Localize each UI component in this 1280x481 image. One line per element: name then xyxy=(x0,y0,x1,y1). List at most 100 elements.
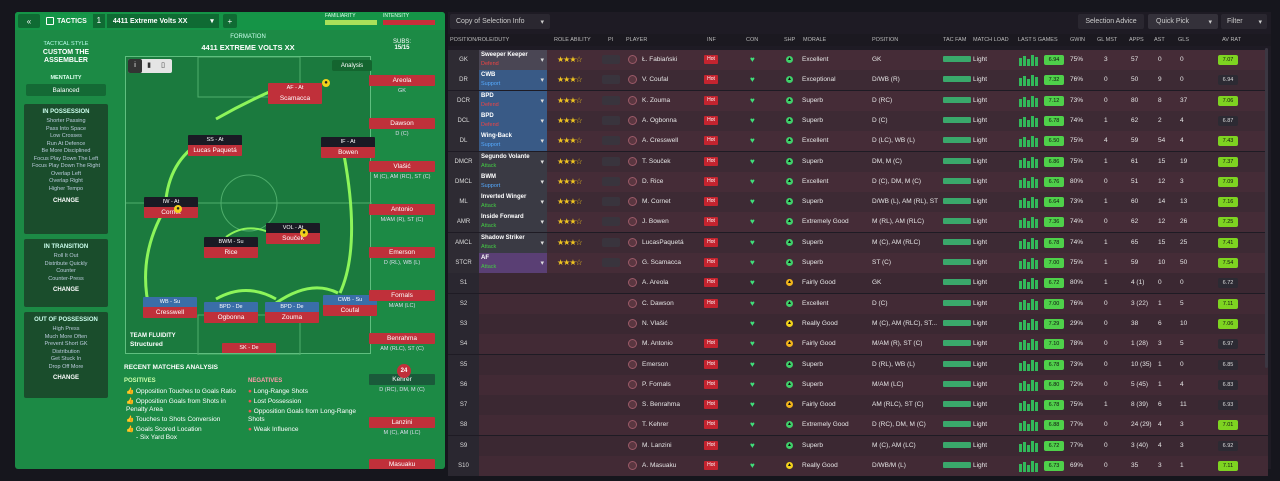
player-name[interactable]: K. Zouma xyxy=(642,96,671,104)
tactic-select[interactable]: 4411 Extreme Volts XX ▾ xyxy=(106,14,219,28)
filter-button[interactable]: Filter ▾ xyxy=(1221,14,1267,29)
player-card[interactable]: SS - At Lucas Paquetá xyxy=(188,135,242,157)
player-name[interactable]: N. Vlašić xyxy=(642,319,668,327)
role-duty-select[interactable]: BWM Support ▾ xyxy=(479,171,547,192)
sub-player[interactable]: Benrahma AM (RLC), ST (C) xyxy=(369,333,435,352)
player-card[interactable]: BWM - Su Rice xyxy=(204,237,258,259)
sub-player[interactable]: Areola GK xyxy=(369,75,435,94)
add-tactic-button[interactable]: + xyxy=(222,14,237,28)
table-row[interactable]: DL Wing-Back Support ▾ ★★★☆ A. Cresswell Hot ♥ ▲… xyxy=(448,131,1268,152)
column-header[interactable]: CON xyxy=(746,37,759,43)
role-duty-select[interactable]: Segundo Volante Attack ▾ xyxy=(479,151,547,172)
player-name[interactable]: G. Scamacca xyxy=(642,259,682,266)
player-name[interactable]: T. Souček xyxy=(642,157,671,165)
role-duty-select[interactable]: BPD Defend ▾ xyxy=(479,110,547,131)
column-header[interactable]: POSITION xyxy=(872,37,899,43)
view-select[interactable]: Copy of Selection Info ▾ xyxy=(450,14,550,29)
table-row[interactable]: DMCR Segundo Volante Attack ▾ ★★★☆ T. Souček H… xyxy=(448,151,1268,172)
change-in-possession-button[interactable]: CHANGE xyxy=(52,198,79,204)
player-card[interactable]: IW - At Cornet xyxy=(144,197,198,219)
player-name[interactable]: C. Dawson xyxy=(642,299,674,307)
column-header[interactable]: GLS xyxy=(1178,37,1190,43)
formation-name[interactable]: 4411 EXTREME VOLTS XX xyxy=(201,43,295,52)
table-row[interactable]: S7 S. Benrahma Hot ♥ ▲ Fairly Good AM (RLC), S… xyxy=(448,395,1268,416)
player-name[interactable]: A. Areola xyxy=(642,279,669,287)
column-header[interactable]: LAST 5 GAMES xyxy=(1018,37,1058,43)
table-row[interactable]: AMCL Shadow Striker Attack ▾ ★★★☆ LucasPaquet… xyxy=(448,232,1268,253)
selection-advice-button[interactable]: Selection Advice xyxy=(1078,14,1144,29)
player-name[interactable]: M. Lanzini xyxy=(642,441,672,449)
player-name[interactable]: S. Benrahma xyxy=(642,401,680,409)
table-row[interactable]: GK Sweeper Keeper Defend ▾ ★★★☆ Ł. Fabiański H… xyxy=(448,50,1268,70)
player-name[interactable]: Emerson xyxy=(642,360,669,368)
player-name[interactable]: Ł. Fabiański xyxy=(642,56,678,63)
player-instructions-button[interactable] xyxy=(602,197,620,207)
player-instructions-button[interactable] xyxy=(602,136,620,146)
player-instructions-button[interactable] xyxy=(602,55,620,64)
table-row[interactable]: S10 A. Masuaku Hot ♥ ▲ Really Good D/WB/M (L) L… xyxy=(448,456,1268,476)
table-row[interactable]: AMR Inside Forward Attack ▾ ★★★☆ J. Bowen Hot ♥… xyxy=(448,212,1268,233)
table-row[interactable]: S2 C. Dawson Hot ♥ ▲ Excellent D (C) Light 7.00 7… xyxy=(448,293,1268,314)
player-card[interactable]: AF - At Scamacca xyxy=(268,83,322,105)
table-row[interactable]: STCR AF Attack ▾ ★★★☆ G. Scamacca Hot ♥ ▲ Superb S… xyxy=(448,253,1268,273)
column-header[interactable]: MORALE xyxy=(803,37,827,43)
player-name[interactable]: J. Bowen xyxy=(642,218,669,226)
player-card[interactable]: VOL - At Souček xyxy=(266,223,320,245)
role-duty-select[interactable]: Shadow Striker Attack ▾ xyxy=(479,232,547,253)
quick-pick-button[interactable]: Quick Pick ▾ xyxy=(1148,14,1218,29)
player-instructions-button[interactable] xyxy=(602,156,620,166)
column-header[interactable]: APPS xyxy=(1129,37,1144,43)
column-header[interactable]: TAC FAM xyxy=(943,37,967,43)
player-name[interactable]: V. Coufal xyxy=(642,76,669,84)
player-instructions-button[interactable] xyxy=(602,95,620,105)
table-row[interactable]: S1 A. Areola Hot ♥ ▲ Fairly Good GK Light 6.72 80… xyxy=(448,273,1268,294)
table-row[interactable]: S3 N. Vlašić ♥ ▲ Really Good M (C), AM (RLC),… xyxy=(448,313,1268,334)
sub-player[interactable]: Emerson D (RL), WB (L) xyxy=(369,247,435,266)
tactic-slot[interactable]: 1 xyxy=(92,14,105,28)
player-name[interactable]: A. Masuaku xyxy=(642,462,677,469)
player-name[interactable]: M. Cornet xyxy=(642,198,671,206)
column-header[interactable]: MATCH LOAD xyxy=(973,37,1009,43)
column-header[interactable]: AST xyxy=(1154,37,1165,43)
role-duty-select[interactable]: CWB Support ▾ xyxy=(479,70,547,91)
role-duty-select[interactable]: BPD Defend ▾ xyxy=(479,90,547,111)
player-name[interactable]: A. Ogbonna xyxy=(642,116,677,124)
sub-player[interactable]: Antonio M/AM (R), ST (C) xyxy=(369,204,435,223)
table-row[interactable]: DCL BPD Defend ▾ ★★★☆ A. Ogbonna Hot ♥ ▲ Superb D … xyxy=(448,110,1268,131)
player-card[interactable]: WB - Su Cresswell xyxy=(143,297,197,319)
player-name[interactable]: T. Kehrer xyxy=(642,421,669,429)
table-row[interactable]: DMCL BWM Support ▾ ★★★☆ D. Rice Hot ♥ ▲ Excellent… xyxy=(448,171,1268,192)
back-button[interactable]: « xyxy=(18,14,40,28)
table-row[interactable]: S6 P. Fornals Hot ♥ ▲ Superb M/AM (LC) Light 6.8… xyxy=(448,374,1268,395)
player-instructions-button[interactable] xyxy=(602,258,620,267)
player-card[interactable]: CWB - Su Coufal xyxy=(323,295,377,317)
player-card[interactable]: BPD - De Zouma xyxy=(265,302,319,324)
column-header[interactable]: SHP xyxy=(784,37,796,43)
sub-player[interactable]: Masuaku xyxy=(369,459,435,469)
analysis-button[interactable]: Analysis xyxy=(332,60,372,71)
table-row[interactable]: ML Inverted Winger Attack ▾ ★★★☆ M. Cornet Hot… xyxy=(448,192,1268,213)
column-header[interactable]: ROLE ABILITY xyxy=(554,37,591,43)
column-header[interactable]: PI xyxy=(608,37,614,43)
column-header[interactable]: INF xyxy=(707,37,716,43)
sub-player[interactable]: Fornals M/AM (LC) xyxy=(369,290,435,309)
player-instructions-button[interactable] xyxy=(602,237,620,247)
column-header[interactable]: GWIN xyxy=(1070,37,1085,43)
player-instructions-button[interactable] xyxy=(602,75,620,85)
table-row[interactable]: DR CWB Support ▾ ★★★☆ V. Coufal Hot ♥ ▲ Exception… xyxy=(448,70,1268,91)
table-row[interactable]: S8 T. Kehrer Hot ♥ ▲ Extremely Good D (RC), DM… xyxy=(448,415,1268,436)
column-header[interactable]: PLAYER xyxy=(626,37,648,43)
table-row[interactable]: S5 Emerson Hot ♥ ▲ Superb D (RL), WB (L) Light 6… xyxy=(448,354,1268,375)
role-duty-select[interactable]: AF Attack ▾ xyxy=(479,253,547,273)
role-duty-select[interactable]: Inside Forward Attack ▾ xyxy=(479,212,547,233)
role-duty-select[interactable]: Wing-Back Support ▾ xyxy=(479,131,547,152)
player-instructions-button[interactable] xyxy=(602,217,620,227)
player-name[interactable]: D. Rice xyxy=(642,177,664,185)
column-header[interactable]: AV RAT xyxy=(1222,37,1242,43)
player-instructions-button[interactable] xyxy=(602,115,620,125)
sub-player[interactable]: Dawson D (C) xyxy=(369,118,435,137)
player-name[interactable]: P. Fornals xyxy=(642,380,671,388)
player-name[interactable]: LucasPaquetá xyxy=(642,238,684,246)
player-name[interactable]: A. Cresswell xyxy=(642,137,679,145)
table-row[interactable]: S9 M. Lanzini Hot ♥ ▲ Superb M (C), AM (LC) Lig… xyxy=(448,435,1268,456)
